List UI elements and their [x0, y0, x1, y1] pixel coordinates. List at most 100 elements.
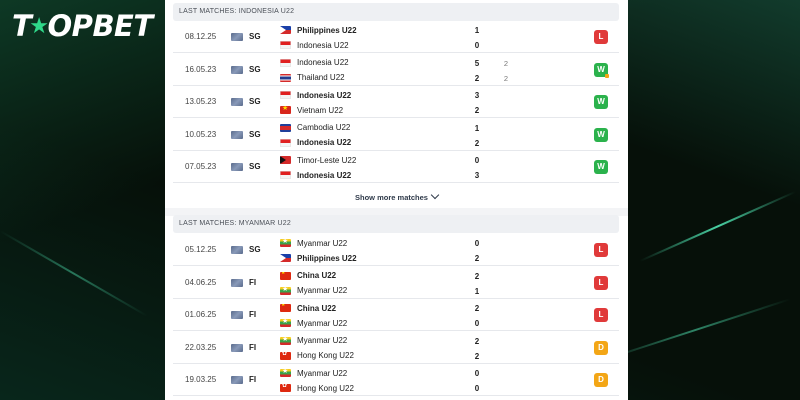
team[interactable]: Myanmar U22 — [280, 284, 480, 298]
match-row[interactable]: 07.05.23 SG Timor-Leste U22 0 Indonesia U22 3… — [173, 151, 619, 184]
team[interactable]: Indonesia U22 — [280, 168, 480, 182]
team[interactable]: China U22 — [280, 301, 480, 315]
team-name: Myanmar U22 — [297, 238, 348, 248]
team[interactable]: Vietnam U22 — [280, 103, 480, 117]
team[interactable]: Indonesia U22 — [280, 56, 480, 70]
team[interactable]: Indonesia U22 — [280, 136, 480, 150]
result-badge: D — [594, 373, 608, 388]
show-more-link[interactable]: Show more matches — [165, 190, 628, 202]
flag-icon — [280, 123, 291, 132]
flag-icon — [280, 286, 291, 295]
competition-flag-icon — [231, 130, 243, 139]
section-header: LAST MATCHES: MYANMAR U22 — [173, 215, 619, 233]
result-badge: W — [594, 95, 608, 110]
result-badge: L — [594, 30, 608, 44]
competition-code: SG — [249, 245, 261, 254]
match-row[interactable]: 22.03.25 FI Myanmar U22 2 Hong Kong U22 2 D — [173, 332, 619, 364]
team[interactable]: Philippines U22 — [280, 251, 480, 265]
flag-icon — [280, 106, 291, 115]
team-name: Indonesia U22 — [297, 170, 352, 180]
team[interactable]: Myanmar U22 — [280, 316, 480, 330]
team-score: 1 — [474, 286, 480, 296]
result-badge: L — [594, 308, 608, 323]
flag-icon — [280, 171, 291, 180]
team-score: 0 — [474, 239, 480, 248]
team-name: Indonesia U22 — [297, 40, 349, 50]
competition-flag-icon — [231, 246, 243, 254]
match-date: 22.03.25 — [185, 342, 217, 352]
competition-code: SG — [249, 97, 261, 107]
competition-flag-icon — [231, 311, 243, 320]
team[interactable]: Timor-Leste U22 — [280, 153, 480, 167]
team-score: 2 — [474, 254, 480, 263]
flag-icon — [280, 351, 291, 360]
flag-icon — [280, 336, 291, 345]
team-name: Thailand U22 — [297, 73, 345, 83]
team-score: 0 — [474, 156, 480, 166]
team-score: 0 — [474, 369, 480, 379]
match-date: 10.05.23 — [185, 129, 217, 139]
competition-flag-icon — [231, 33, 243, 41]
brand-logo: T ★ OPBET — [12, 9, 153, 43]
result-badge: D — [594, 340, 608, 355]
team[interactable]: Myanmar U22 — [280, 334, 480, 348]
team[interactable]: Myanmar U22 — [280, 366, 480, 380]
match-row[interactable]: 05.12.25 SG Myanmar U22 0 Philippines U22 2 L — [173, 234, 619, 266]
flag-icon — [280, 156, 291, 165]
match-date: 07.05.23 — [185, 162, 217, 172]
flag-icon — [280, 369, 291, 378]
match-date: 01.06.25 — [185, 310, 217, 320]
team-name: Indonesia U22 — [297, 58, 349, 68]
team-name: Hong Kong U22 — [297, 351, 354, 361]
flag-icon — [280, 319, 291, 328]
team[interactable]: Hong Kong U22 — [280, 381, 480, 395]
match-row[interactable]: 10.05.23 SG Cambodia U22 1 Indonesia U22 2 W — [173, 119, 619, 151]
result-badge: L — [594, 275, 608, 290]
team-score: 2 — [474, 336, 480, 346]
competition-code: FI — [249, 277, 257, 287]
logo-text-end: OPBET — [47, 9, 154, 43]
team-score: 2 — [474, 271, 480, 281]
team[interactable]: China U22 — [280, 269, 480, 283]
team-name: Cambodia U22 — [297, 123, 351, 133]
team-score: 0 — [474, 41, 480, 50]
team[interactable]: Myanmar U22 — [280, 236, 480, 250]
flag-icon — [280, 138, 291, 147]
team[interactable]: Cambodia U22 — [280, 121, 480, 135]
team[interactable]: Philippines U22 — [280, 23, 480, 37]
team[interactable]: Hong Kong U22 — [280, 349, 480, 363]
match-row[interactable]: 13.05.23 SG Indonesia U22 3 Vietnam U22 2 W — [173, 86, 619, 119]
match-date: 04.06.25 — [185, 277, 217, 287]
team[interactable]: Indonesia U22 — [280, 38, 480, 52]
team[interactable]: Indonesia U22 — [280, 88, 480, 102]
team-name: Hong Kong U22 — [297, 383, 354, 393]
star-icon: ★ — [29, 13, 49, 39]
match-date: 16.05.23 — [185, 64, 217, 74]
match-row[interactable]: 08.12.25 SG Philippines U22 1 Indonesia U22 0… — [173, 21, 619, 53]
match-row[interactable]: 19.03.25 FI Myanmar U22 0 Hong Kong U22 0 D — [173, 364, 619, 397]
match-row[interactable]: 01.06.25 FI China U22 2 Myanmar U22 0 L — [173, 299, 619, 332]
match-date: 19.03.25 — [185, 375, 217, 385]
flag-icon — [280, 41, 291, 49]
flag-icon — [280, 384, 291, 393]
result-badge: L — [594, 243, 608, 257]
competition-code: SG — [249, 32, 261, 41]
flag-icon — [280, 73, 291, 82]
team-name: Indonesia U22 — [297, 90, 352, 100]
team-score: 2 — [474, 351, 480, 361]
flag-icon — [280, 91, 291, 100]
competition-flag-icon — [231, 98, 243, 107]
match-row[interactable]: 04.06.25 FI China U22 2 Myanmar U22 1 L — [173, 267, 619, 299]
competition-flag-icon — [231, 343, 243, 352]
competition-flag-icon — [231, 376, 243, 385]
match-row[interactable]: 16.05.23 SG Indonesia U22 5 2 Thailand U22 2 2 W — [173, 54, 619, 86]
match-date: 08.12.25 — [185, 32, 217, 41]
penalty-score: 2 — [503, 58, 509, 68]
team[interactable]: Thailand U22 — [280, 71, 480, 85]
competition-code: FI — [249, 310, 257, 320]
section-header: LAST MATCHES: INDONESIA U22 — [173, 3, 619, 21]
match-date: 05.12.25 — [185, 245, 217, 254]
result-badge: W — [594, 127, 608, 142]
chevron-down-icon — [430, 190, 440, 200]
team-score: 5 — [474, 58, 480, 68]
